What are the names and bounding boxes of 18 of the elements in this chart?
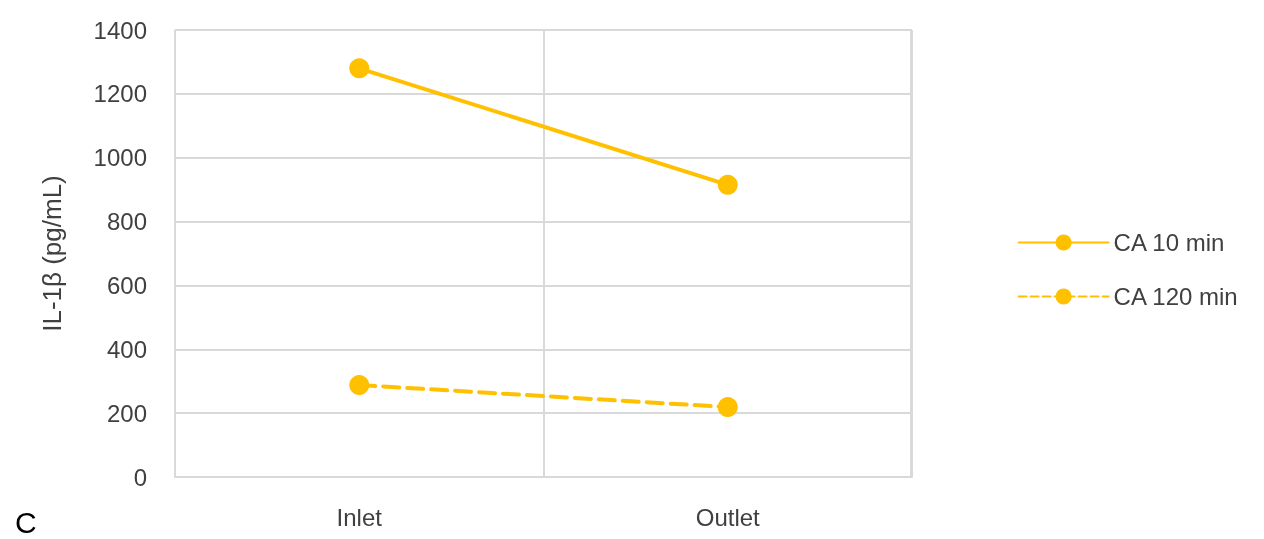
- y-axis-title: IL-1β (pg/mL): [37, 175, 67, 332]
- y-tick-label: 800: [106, 208, 147, 236]
- y-tick-label: 1400: [93, 16, 147, 44]
- point: [717, 174, 738, 195]
- point: [717, 397, 738, 418]
- legend-label: CA 120 min: [1113, 283, 1238, 310]
- y-tick-label: 600: [106, 271, 147, 299]
- y-tick-label: 200: [106, 399, 147, 427]
- x-tick-label: Inlet: [336, 503, 383, 531]
- y-tick-label: 400: [106, 335, 147, 363]
- y-tick-label: 0: [133, 463, 147, 491]
- legend-label: CA 10 min: [1113, 229, 1225, 256]
- text: C: [15, 505, 37, 539]
- y-tick-label: 1200: [93, 80, 147, 108]
- point: [349, 58, 370, 79]
- x-tick-label: Outlet: [695, 503, 761, 531]
- y-tick-label: 1000: [93, 144, 147, 172]
- point: [349, 375, 370, 396]
